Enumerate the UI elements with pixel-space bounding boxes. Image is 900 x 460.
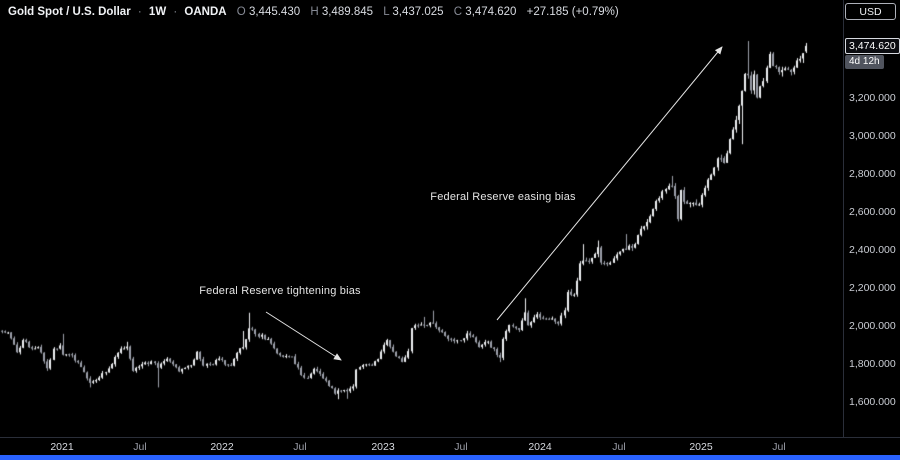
price-tick-label: 1,800.000 bbox=[849, 358, 896, 371]
open-label: O bbox=[236, 6, 246, 18]
time-tick-label-2021: 2021 bbox=[50, 441, 74, 453]
price-axis-separator bbox=[843, 0, 844, 437]
price-tick-label: 2,400.000 bbox=[849, 244, 896, 257]
legend-separator: · bbox=[137, 6, 142, 18]
time-axis-separator bbox=[0, 437, 900, 438]
symbol-title[interactable]: Gold Spot / U.S. Dollar bbox=[8, 6, 131, 18]
price-tick-label: 3,200.000 bbox=[849, 92, 896, 105]
low-label: L bbox=[383, 6, 390, 18]
annotation-text-easing-bias[interactable]: Federal Reserve easing bias bbox=[430, 191, 576, 203]
bottom-accent-bar bbox=[0, 455, 900, 460]
time-tick-label-jul: Jul bbox=[772, 441, 786, 453]
time-tick-label-jul: Jul bbox=[612, 441, 626, 453]
legend-separator: · bbox=[173, 6, 178, 18]
candlestick-canvas[interactable] bbox=[0, 0, 843, 437]
low-value: 3,437.025 bbox=[392, 6, 444, 18]
exchange-label[interactable]: OANDA bbox=[184, 6, 227, 18]
annotation-text-tightening-bias[interactable]: Federal Reserve tightening bias bbox=[199, 285, 361, 297]
close-value: 3,474.620 bbox=[465, 6, 517, 18]
chart-legend: Gold Spot / U.S. Dollar · 1W · OANDA O 3… bbox=[8, 6, 619, 18]
price-tick-label: 2,200.000 bbox=[849, 282, 896, 295]
time-tick-label-2022: 2022 bbox=[210, 441, 234, 453]
time-tick-label-jul: Jul bbox=[293, 441, 307, 453]
close-label: C bbox=[453, 6, 463, 18]
time-tick-label-2025: 2025 bbox=[689, 441, 713, 453]
change-value: +27.185 (+0.79%) bbox=[526, 6, 619, 18]
time-axis[interactable]: 2021 Jul 2022 Jul 2023 Jul 2024 Jul 2025 Jul bbox=[0, 438, 900, 455]
currency-usd-button[interactable]: USD bbox=[845, 3, 896, 20]
open-value: 3,445.430 bbox=[248, 6, 301, 18]
price-tick-label: 2,600.000 bbox=[849, 206, 896, 219]
high-label: H bbox=[310, 6, 319, 18]
price-tick-label: 2,800.000 bbox=[849, 168, 896, 181]
time-tick-label-2023: 2023 bbox=[371, 441, 395, 453]
bar-countdown-badge: 4d 12h bbox=[845, 54, 884, 69]
time-tick-label-jul: Jul bbox=[454, 441, 468, 453]
price-tick-label: 1,600.000 bbox=[849, 396, 896, 409]
last-price-badge: 3,474.620 bbox=[845, 37, 900, 54]
price-tick-label: 2,000.000 bbox=[849, 320, 896, 333]
time-tick-label-2024: 2024 bbox=[528, 441, 552, 453]
interval-label[interactable]: 1W bbox=[148, 6, 167, 18]
price-tick-label: 3,000.000 bbox=[849, 130, 896, 143]
high-value: 3,489.845 bbox=[321, 6, 374, 18]
time-tick-label-jul: Jul bbox=[133, 441, 147, 453]
price-axis[interactable]: 3,474.620 4d 12h 3,200.000 3,000.000 2,800… bbox=[844, 0, 900, 437]
